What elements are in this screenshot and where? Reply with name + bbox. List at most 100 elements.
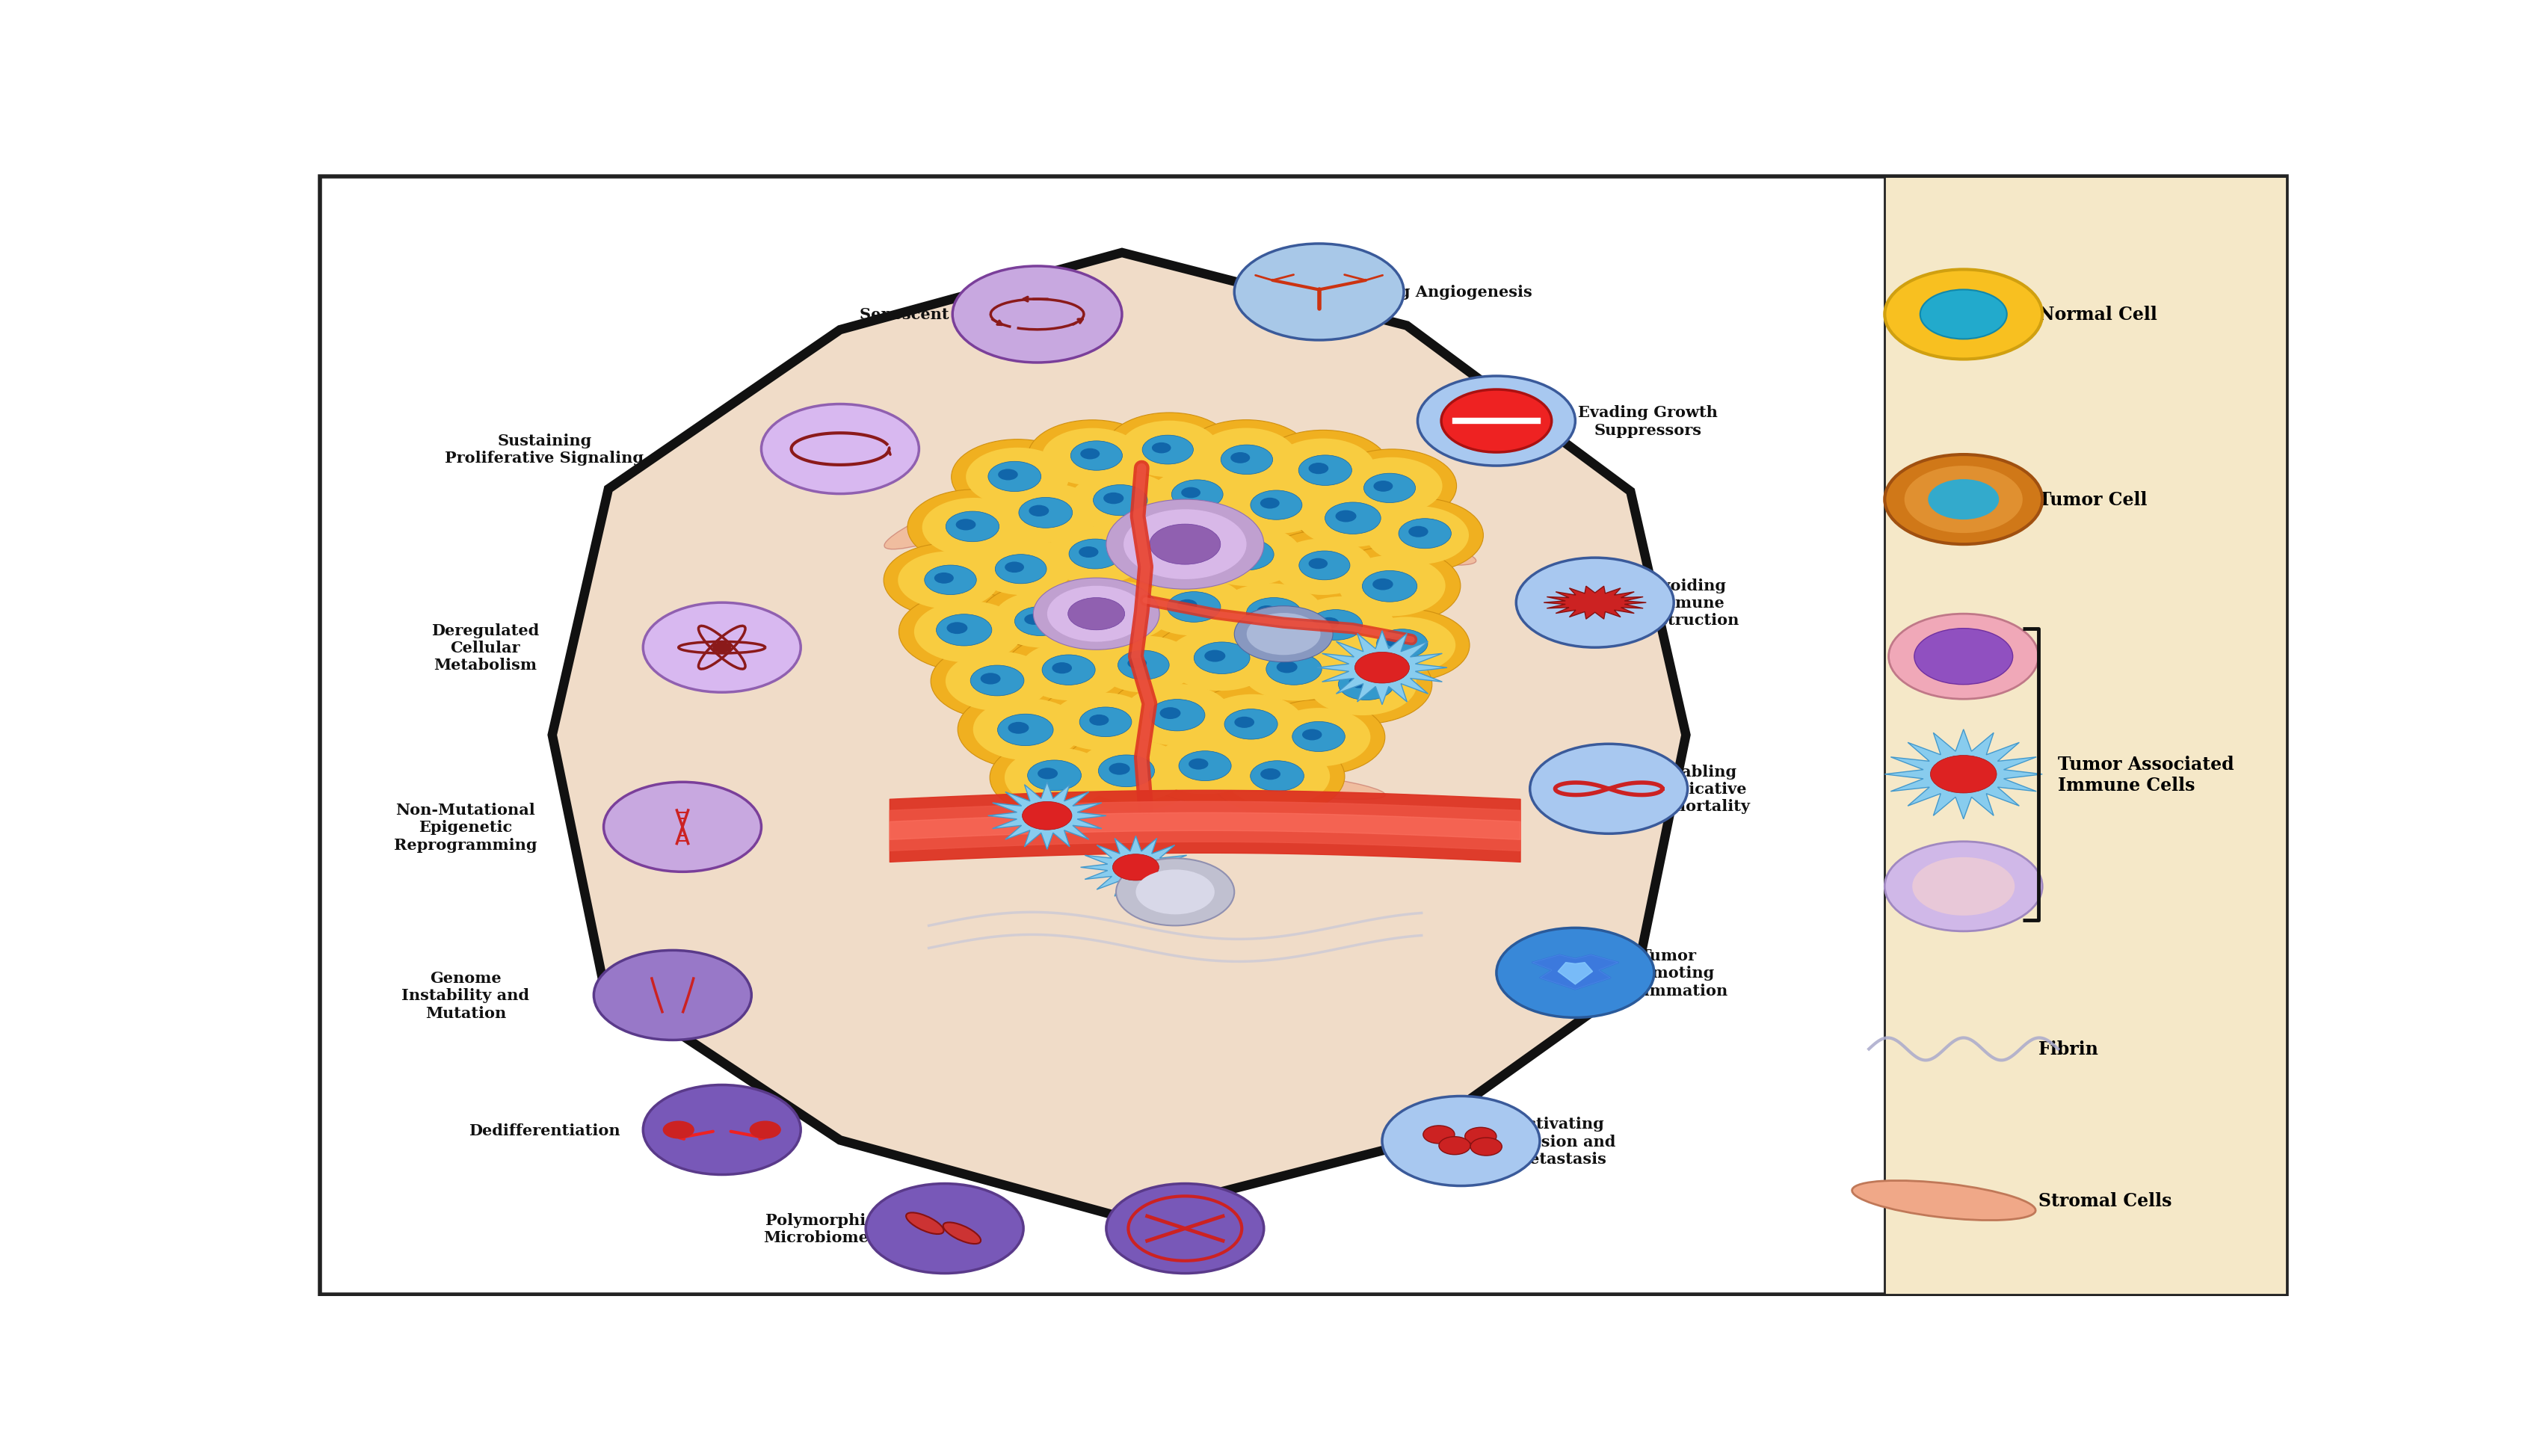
Polygon shape (1531, 955, 1620, 990)
Circle shape (1060, 731, 1203, 811)
Circle shape (1155, 737, 1256, 795)
Circle shape (1373, 480, 1394, 492)
Circle shape (1261, 498, 1279, 510)
Circle shape (966, 448, 1068, 507)
Circle shape (1399, 518, 1452, 549)
Circle shape (1078, 740, 1188, 802)
Circle shape (1043, 655, 1096, 686)
Circle shape (1050, 574, 1188, 651)
Circle shape (1310, 559, 1327, 569)
Circle shape (1246, 598, 1302, 629)
Circle shape (1119, 421, 1218, 478)
Circle shape (1274, 539, 1373, 596)
Circle shape (1325, 502, 1381, 534)
Circle shape (1292, 645, 1432, 725)
Text: Polymorphic
Microbiomes: Polymorphic Microbiomes (763, 1213, 877, 1245)
FancyBboxPatch shape (320, 178, 2286, 1294)
Circle shape (1531, 744, 1689, 834)
Circle shape (959, 530, 1088, 604)
Circle shape (994, 555, 1048, 584)
Text: Activating
Invasion and
Metastasis: Activating Invasion and Metastasis (1503, 1117, 1615, 1166)
Polygon shape (1317, 630, 1447, 705)
Circle shape (1205, 651, 1226, 662)
Circle shape (1256, 431, 1388, 507)
Circle shape (1106, 513, 1236, 588)
Ellipse shape (979, 782, 1155, 824)
Polygon shape (1544, 587, 1645, 619)
Circle shape (1152, 543, 1172, 553)
Circle shape (1246, 613, 1320, 655)
Circle shape (933, 572, 954, 584)
Circle shape (1277, 588, 1409, 664)
Circle shape (1266, 654, 1322, 686)
Circle shape (1038, 684, 1167, 759)
Circle shape (1884, 454, 2042, 545)
Circle shape (1310, 610, 1363, 641)
Circle shape (931, 644, 1066, 719)
Text: Non-Mutational
Epigenetic
Reprogramming: Non-Mutational Epigenetic Reprogramming (394, 802, 537, 852)
Circle shape (936, 614, 992, 646)
Circle shape (1226, 747, 1330, 807)
Circle shape (926, 565, 977, 596)
Circle shape (1912, 858, 2014, 916)
Circle shape (1116, 859, 1233, 926)
Circle shape (760, 405, 918, 494)
Circle shape (1366, 507, 1470, 565)
Circle shape (1272, 438, 1376, 498)
Circle shape (974, 699, 1081, 760)
Text: Inducing Angiogenesis: Inducing Angiogenesis (1330, 285, 1531, 300)
Text: Normal Cell: Normal Cell (2039, 306, 2156, 323)
Circle shape (946, 623, 966, 635)
Circle shape (1149, 524, 1221, 565)
Circle shape (1020, 498, 1073, 529)
Text: Tumor Associated
Immune Cells: Tumor Associated Immune Cells (2057, 756, 2235, 794)
Circle shape (1172, 480, 1223, 510)
Circle shape (1109, 676, 1246, 754)
Circle shape (1038, 769, 1058, 779)
Circle shape (1068, 472, 1175, 531)
Circle shape (954, 266, 1121, 363)
Circle shape (1409, 527, 1429, 537)
Circle shape (1134, 462, 1264, 534)
Circle shape (989, 740, 1124, 815)
Circle shape (1233, 245, 1404, 341)
Circle shape (1233, 606, 1333, 662)
Circle shape (1048, 587, 1144, 642)
Circle shape (1137, 869, 1216, 914)
Circle shape (1195, 642, 1249, 674)
Text: Evading Growth
Suppressors: Evading Growth Suppressors (1579, 405, 1719, 437)
Circle shape (1218, 539, 1274, 571)
Polygon shape (1081, 836, 1190, 898)
Circle shape (1373, 579, 1394, 591)
Circle shape (974, 539, 1073, 596)
Ellipse shape (1289, 524, 1475, 565)
Circle shape (1099, 756, 1155, 788)
Circle shape (1310, 463, 1327, 475)
Text: Genome
Instability and
Mutation: Genome Instability and Mutation (402, 971, 529, 1021)
Circle shape (1256, 606, 1277, 617)
Circle shape (1106, 1184, 1264, 1274)
Circle shape (979, 475, 1114, 552)
Circle shape (1081, 628, 1210, 702)
Circle shape (1470, 1137, 1503, 1156)
Circle shape (1093, 485, 1147, 515)
Circle shape (1259, 531, 1386, 603)
Circle shape (982, 673, 999, 684)
Ellipse shape (1851, 1181, 2034, 1220)
Ellipse shape (943, 1223, 982, 1243)
Circle shape (1516, 558, 1673, 648)
Ellipse shape (1221, 772, 1386, 799)
FancyBboxPatch shape (1884, 178, 2286, 1294)
Circle shape (1142, 435, 1193, 464)
Circle shape (1027, 421, 1157, 494)
Circle shape (994, 591, 1093, 648)
Circle shape (1177, 600, 1198, 612)
Circle shape (1335, 511, 1355, 523)
Circle shape (1180, 517, 1317, 596)
Circle shape (1149, 469, 1249, 526)
Circle shape (1185, 686, 1317, 761)
Circle shape (1004, 562, 1025, 574)
Circle shape (1363, 473, 1416, 504)
Circle shape (1307, 654, 1416, 716)
Circle shape (1004, 748, 1109, 808)
